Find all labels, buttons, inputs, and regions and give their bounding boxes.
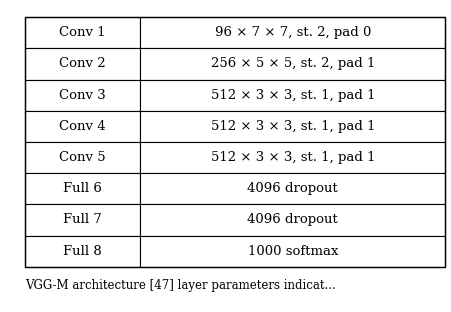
Text: 1000 softmax: 1000 softmax: [247, 245, 337, 258]
Text: Full 6: Full 6: [63, 182, 102, 195]
Text: Full 7: Full 7: [63, 213, 102, 227]
Bar: [25, 142, 140, 173]
Text: 4096 dropout: 4096 dropout: [247, 182, 337, 195]
Bar: [25, 17, 140, 48]
Text: 512 × 3 × 3, st. 1, pad 1: 512 × 3 × 3, st. 1, pad 1: [210, 89, 374, 102]
Bar: [25, 17, 444, 267]
Text: Conv 2: Conv 2: [59, 57, 106, 71]
Text: Conv 5: Conv 5: [59, 151, 106, 164]
Text: Full 8: Full 8: [63, 245, 102, 258]
Text: VGG-M architecture [47] layer parameters indicat...: VGG-M architecture [47] layer parameters…: [25, 279, 335, 292]
Bar: [25, 111, 140, 142]
Text: 256 × 5 × 5, st. 2, pad 1: 256 × 5 × 5, st. 2, pad 1: [210, 57, 374, 71]
Bar: [140, 80, 444, 111]
Text: 96 × 7 × 7, st. 2, pad 0: 96 × 7 × 7, st. 2, pad 0: [214, 26, 370, 39]
Bar: [25, 80, 140, 111]
Bar: [25, 48, 140, 80]
Bar: [140, 173, 444, 204]
Bar: [140, 142, 444, 173]
Text: Conv 4: Conv 4: [59, 120, 106, 133]
Bar: [140, 204, 444, 236]
Bar: [25, 204, 140, 236]
Bar: [140, 236, 444, 267]
Text: Conv 1: Conv 1: [59, 26, 106, 39]
Bar: [25, 173, 140, 204]
Text: Conv 3: Conv 3: [59, 89, 106, 102]
Text: 512 × 3 × 3, st. 1, pad 1: 512 × 3 × 3, st. 1, pad 1: [210, 120, 374, 133]
Bar: [140, 111, 444, 142]
Bar: [140, 48, 444, 80]
Text: 512 × 3 × 3, st. 1, pad 1: 512 × 3 × 3, st. 1, pad 1: [210, 151, 374, 164]
Bar: [140, 17, 444, 48]
Bar: [25, 236, 140, 267]
Text: 4096 dropout: 4096 dropout: [247, 213, 337, 227]
